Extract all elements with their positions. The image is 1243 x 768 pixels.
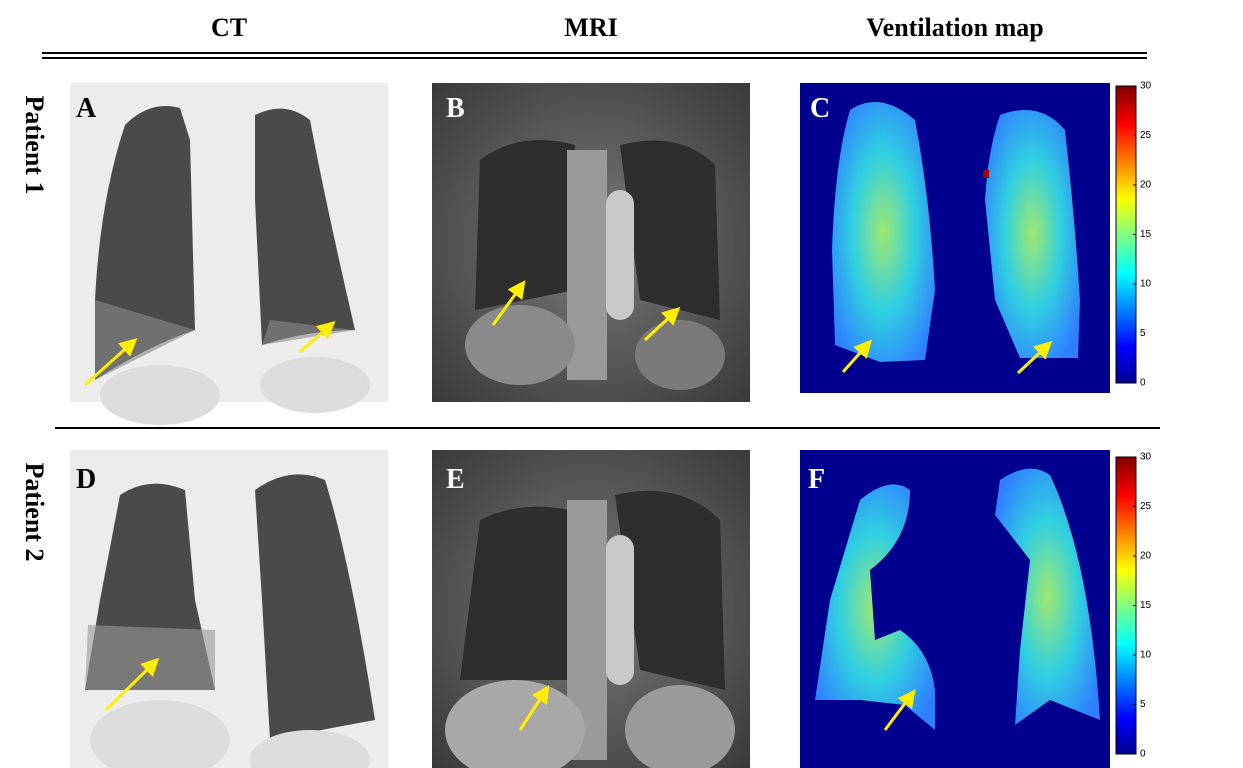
panel-letter: B (446, 93, 465, 124)
colorbar-tick-label: 15 (1140, 229, 1152, 240)
colorbar-tick-label: 0 (1140, 749, 1146, 760)
colorbar-tick-label: 0 (1140, 378, 1146, 389)
arrows (83, 280, 1053, 731)
mri-image (432, 83, 750, 402)
ventilation-image (800, 83, 1110, 393)
column-header: CT (211, 13, 247, 42)
colorbar-tick-label: 5 (1140, 328, 1146, 339)
row-label: Patient 1 (20, 96, 49, 195)
row-label: Patient 2 (20, 463, 49, 562)
colorbar-tick-label: 25 (1140, 501, 1152, 512)
colorbar-tick-label: 20 (1140, 180, 1152, 191)
ct-image (70, 83, 388, 425)
colorbar-tick-label: 5 (1140, 699, 1146, 710)
colorbar-tick-label: 20 (1140, 551, 1152, 562)
colorbar-tick-label: 10 (1140, 279, 1152, 290)
ventilation-image (800, 450, 1110, 768)
colorbar-tick-label: 30 (1140, 452, 1152, 463)
colorbar-tick-label: 30 (1140, 81, 1152, 92)
panel-letter: D (76, 464, 96, 495)
column-header: Ventilation map (866, 13, 1043, 42)
panel-letter: A (76, 93, 97, 124)
ct-image (70, 450, 388, 768)
column-header: MRI (564, 13, 617, 42)
colorbar-tick-label: 10 (1140, 650, 1152, 661)
panel-letter: C (810, 93, 830, 124)
mri-image (432, 450, 750, 768)
colorbar-tick-label: 25 (1140, 130, 1152, 141)
panel-letter: E (446, 464, 465, 495)
panel-letter: F (808, 464, 825, 495)
colorbar-tick-label: 15 (1140, 600, 1152, 611)
